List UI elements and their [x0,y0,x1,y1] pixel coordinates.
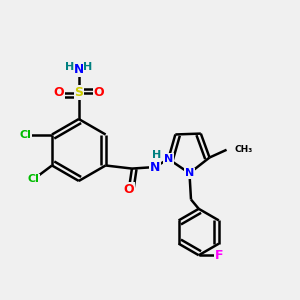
Text: Cl: Cl [20,130,32,140]
Text: O: O [53,86,64,99]
Text: H: H [65,62,74,72]
Text: N: N [164,154,173,164]
Text: N: N [150,160,160,173]
Text: CH₃: CH₃ [234,145,253,154]
Text: H: H [152,150,161,160]
Text: S: S [74,86,83,99]
Text: F: F [214,249,223,262]
Text: N: N [74,63,84,76]
Text: H: H [83,62,93,72]
Text: N: N [185,168,194,178]
Text: O: O [94,86,104,99]
Text: Cl: Cl [28,174,39,184]
Text: O: O [124,183,134,196]
